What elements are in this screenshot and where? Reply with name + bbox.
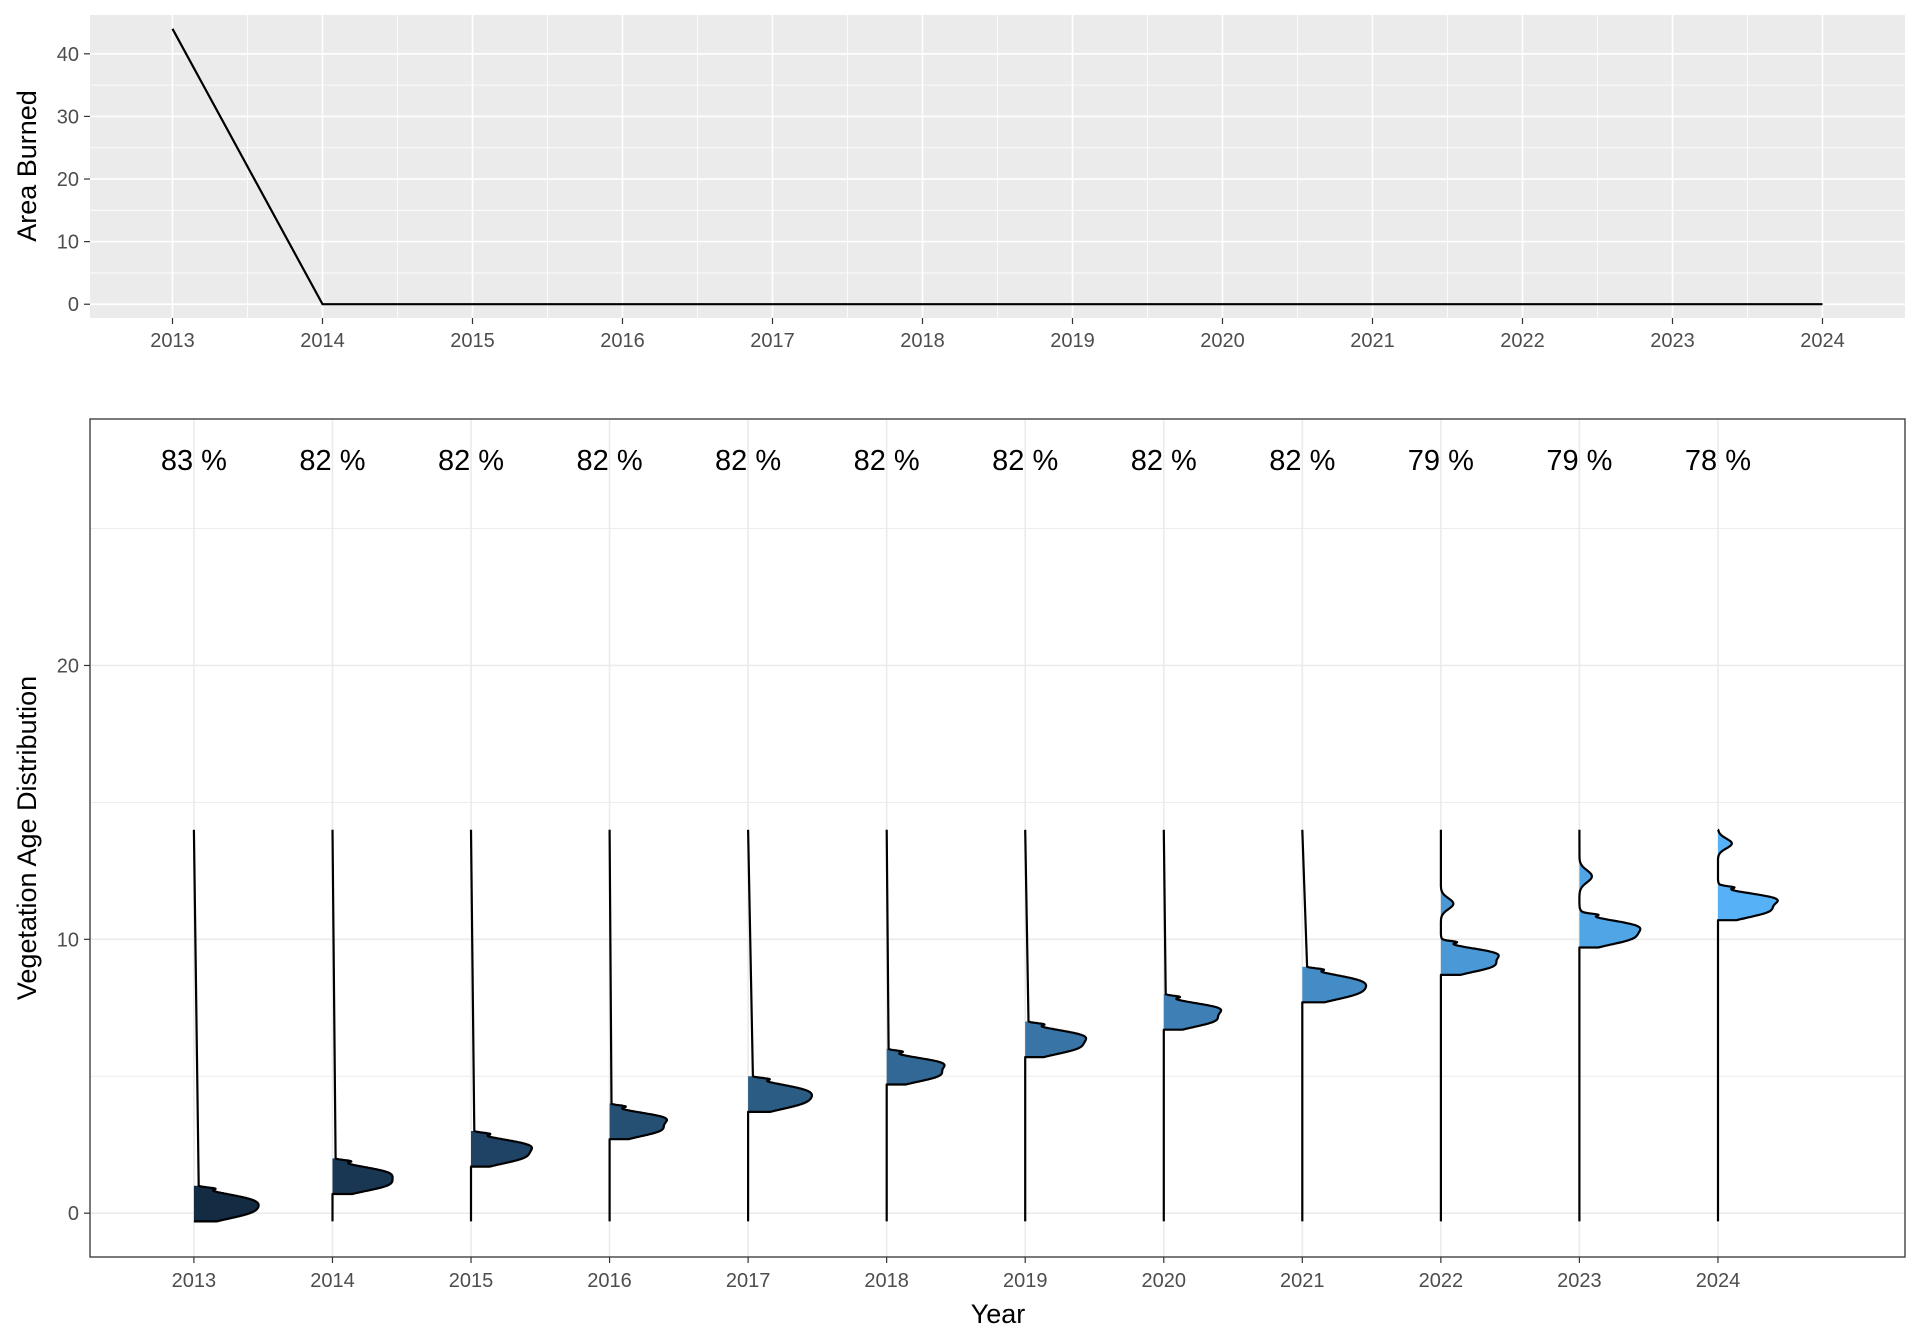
vegetation-age-percent-label: 82 %	[577, 445, 643, 477]
vegetation-age-percent-label: 82 %	[715, 445, 781, 477]
area-burned-x-axis: 2013 2014 2015 2016 2017 2018 2019 2020 2021 2022…	[150, 318, 1845, 352]
vegetation-age-ridge-outline	[885, 829, 946, 1222]
area-burned-y-tick-label: 30	[57, 106, 79, 128]
vegetation-age-x-tick-label: 2017	[726, 1270, 771, 1292]
vegetation-age-percent-label: 78 %	[1685, 445, 1751, 477]
vegetation-age-percent-label: 79 %	[1408, 445, 1474, 477]
area-burned-y-tick-label: 0	[68, 294, 79, 316]
vegetation-age-plot-background	[90, 419, 1905, 1257]
vegetation-age-ridge-outline	[469, 829, 533, 1222]
vegetation-age-ridge-fill	[1579, 857, 1641, 948]
vegetation-age-y-axis-title: Vegetation Age Distribution	[12, 676, 42, 1000]
area-burned-y-tick-label: 10	[57, 232, 79, 254]
vegetation-age-ridge-fill	[471, 1131, 532, 1167]
vegetation-age-ridge-outline	[1716, 828, 1779, 1222]
vegetation-age-percent-label: 82 %	[992, 445, 1058, 477]
vegetation-age-ridge-outline	[608, 829, 668, 1222]
vegetation-age-ridge-outline	[1578, 829, 1642, 1222]
vegetation-age-percent-label: 82 %	[854, 445, 920, 477]
area-burned-x-tick-label: 2016	[600, 330, 645, 352]
area-burned-x-tick-label: 2020	[1200, 330, 1245, 352]
vegetation-age-ridge-outline	[1024, 829, 1088, 1222]
vegetation-age-percent-label: 82 %	[1269, 445, 1335, 477]
vegetation-age-x-tick-label: 2019	[1003, 1270, 1048, 1292]
vegetation-age-x-tick-label: 2023	[1557, 1270, 1602, 1292]
area-burned-x-tick-label: 2017	[750, 330, 795, 352]
vegetation-age-percent-label: 79 %	[1546, 445, 1612, 477]
vegetation-age-y-tick-label: 0	[68, 1203, 79, 1225]
vegetation-age-minor-gridlines	[90, 528, 1905, 1077]
area-burned-x-tick-label: 2019	[1050, 330, 1095, 352]
vegetation-age-x-tick-label: 2018	[864, 1270, 909, 1292]
vegetation-age-y-tick-label: 10	[57, 929, 79, 951]
vegetation-age-ridge-outline	[1162, 829, 1223, 1222]
vegetation-age-ridge-outline	[747, 829, 813, 1222]
vegetation-age-ridge-fill	[1440, 884, 1499, 975]
area-burned-x-tick-label: 2024	[1800, 330, 1845, 352]
vegetation-age-ridge-fill	[1302, 966, 1367, 1003]
vegetation-age-ridge-outline	[331, 829, 394, 1222]
vegetation-age-ridge-fill	[1025, 1021, 1087, 1058]
vegetation-age-x-tick-label: 2020	[1142, 1270, 1187, 1292]
vegetation-age-x-tick-label: 2016	[587, 1270, 632, 1292]
area-burned-y-tick-label: 40	[57, 44, 79, 66]
area-burned-x-tick-label: 2018	[900, 330, 945, 352]
vegetation-age-x-tick-label: 2024	[1696, 1270, 1741, 1292]
vegetation-age-x-axis-title: Year	[971, 1299, 1026, 1329]
vegetation-age-x-axis: 2013 2014 2015 2016 2017 2018 2019 2020 2021 2022…	[172, 1257, 1741, 1292]
vegetation-age-ridge-fill	[609, 1103, 667, 1140]
area-burned-series	[171, 28, 1823, 306]
vegetation-age-y-axis: 0 10 20	[57, 655, 90, 1225]
vegetation-age-ridge-fill	[193, 1185, 259, 1222]
area-burned-minor-gridlines	[90, 15, 1905, 318]
vegetation-age-percent-label: 83 %	[161, 445, 227, 477]
vegetation-age-ridge-fill	[1163, 994, 1222, 1030]
vegetation-age-plot-border	[89, 418, 1906, 1258]
area-burned-y-axis: 0 10 20 30 40	[57, 44, 90, 316]
area-burned-y-axis-title: Area Burned	[12, 90, 42, 242]
vegetation-age-percent-labels: 83 % 82 % 82 % 82 % 82 % 82 % 82 % 82 % 82 % 79 %…	[161, 445, 1751, 477]
vegetation-age-percent-label: 82 %	[438, 445, 504, 477]
vegetation-age-percent-label: 82 %	[1131, 445, 1197, 477]
area-burned-x-tick-label: 2013	[150, 330, 195, 352]
vegetation-age-x-tick-label: 2022	[1419, 1270, 1464, 1292]
vegetation-age-x-tick-label: 2021	[1280, 1270, 1325, 1292]
vegetation-age-x-tick-label: 2013	[172, 1270, 217, 1292]
area-burned-x-tick-label: 2021	[1350, 330, 1395, 352]
vegetation-age-ridges	[192, 828, 1779, 1223]
vegetation-age-ridge-fill	[886, 1048, 945, 1085]
vegetation-age-x-tick-label: 2015	[449, 1270, 494, 1292]
vegetation-age-chart: 83 % 82 % 82 % 82 % 82 % 82 % 82 % 82 % 82 % 79 %…	[12, 418, 1906, 1329]
vegetation-age-y-tick-label: 20	[57, 655, 79, 677]
area-burned-y-tick-label: 20	[57, 169, 79, 191]
vegetation-age-ridge-fill	[332, 1158, 393, 1194]
area-burned-line	[171, 28, 1823, 306]
area-burned-x-tick-label: 2023	[1650, 330, 1695, 352]
area-burned-x-tick-label: 2022	[1500, 330, 1545, 352]
area-burned-x-tick-label: 2014	[300, 330, 345, 352]
vegetation-age-ridge-outline	[1301, 829, 1368, 1222]
area-burned-x-tick-label: 2015	[450, 330, 495, 352]
vegetation-age-ridge-outline	[1439, 829, 1500, 1222]
vegetation-age-ridge-fill	[748, 1076, 812, 1112]
vegetation-age-ridge-outline	[192, 829, 260, 1223]
vegetation-age-percent-label: 82 %	[299, 445, 365, 477]
vegetation-age-x-tick-label: 2014	[310, 1270, 355, 1292]
vegetation-age-ridge-fill	[1718, 829, 1778, 921]
